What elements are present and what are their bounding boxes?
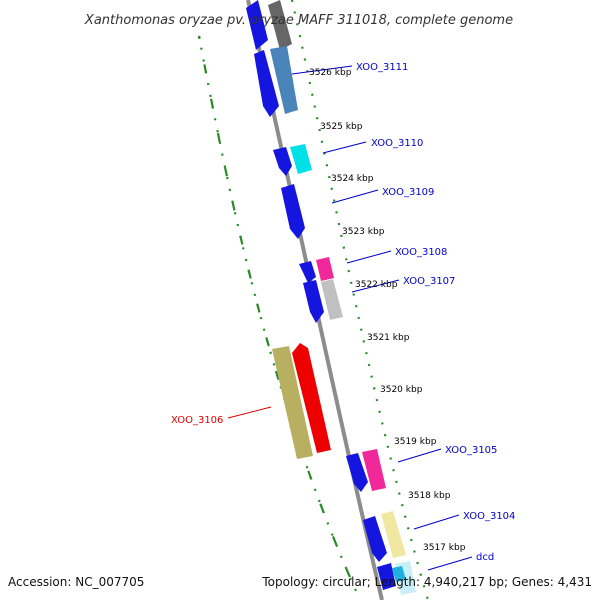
leader-xoo3105 (397, 448, 442, 463)
gene-block-xoo3107-blue[interactable] (303, 280, 324, 323)
gene-label-dcd[interactable]: dcd (476, 552, 494, 563)
gene-labels: XOO_3111 XOO_3110 XOO_3109 XOO_3108 XOO_… (171, 62, 515, 563)
topology-summary: Topology: circular; Length: 4,940,217 bp… (261, 575, 592, 589)
gene-block-xoo3108-blue[interactable] (299, 261, 316, 283)
gene-block-xoo3110-cyan[interactable] (290, 144, 312, 174)
leader-xoo3111 (291, 65, 353, 75)
leader-xoo3110 (322, 141, 367, 154)
gene-block-xoo3105-pink[interactable] (362, 449, 386, 491)
leader-xoo3109 (331, 189, 379, 204)
gene-block-xoo3111-steel[interactable] (270, 46, 298, 114)
tick-label-3517: 3517 kbp (423, 543, 466, 553)
leader-xoo3106 (227, 406, 272, 419)
gene-label-xoo3107[interactable]: XOO_3107 (403, 276, 455, 287)
tick-label-3518: 3518 kbp (408, 491, 451, 501)
tick-labels: 3526 kbp 3525 kbp 3524 kbp 3523 kbp 3522… (309, 68, 466, 553)
gene-blocks (246, 0, 416, 595)
leader-xoo3104 (413, 514, 460, 530)
map-title: Xanthomonas oryzae pv. oryzae MAFF 31101… (84, 13, 513, 28)
gene-label-xoo3110[interactable]: XOO_3110 (371, 138, 423, 149)
gene-block-xoo3108-pink[interactable] (316, 257, 334, 281)
leader-xoo3107 (351, 279, 400, 293)
label-leaders (227, 65, 473, 571)
accession-text: Accession: NC_007705 (8, 575, 144, 589)
gene-label-xoo3109[interactable]: XOO_3109 (382, 187, 434, 198)
gene-label-xoo3106[interactable]: XOO_3106 (171, 415, 223, 426)
tick-label-3525: 3525 kbp (320, 122, 363, 132)
gene-block-xoo3106-red[interactable] (292, 343, 331, 453)
gene-block-xoo3107-grey[interactable] (321, 279, 343, 320)
gene-block-top-grey[interactable] (268, 0, 292, 50)
gc-skew-track-left-long (197, 35, 362, 600)
tick-label-3522: 3522 kbp (355, 280, 398, 290)
tick-label-3521: 3521 kbp (367, 333, 410, 343)
tick-label-3519: 3519 kbp (394, 437, 437, 447)
tick-label-3523: 3523 kbp (342, 227, 385, 237)
tick-label-3520: 3520 kbp (380, 385, 423, 395)
gene-block-top-blue[interactable] (246, 0, 268, 50)
leader-xoo3108 (346, 250, 392, 264)
gene-block-xoo3104-yellow[interactable] (381, 511, 406, 558)
gene-block-xoo3105-blue[interactable] (346, 453, 368, 492)
gene-label-xoo3111[interactable]: XOO_3111 (356, 62, 408, 73)
tick-label-3524: 3524 kbp (331, 174, 374, 184)
gene-block-dcd-blue[interactable] (377, 563, 396, 590)
tick-label-3526: 3526 kbp (309, 68, 352, 78)
gene-label-xoo3108[interactable]: XOO_3108 (395, 247, 447, 258)
gene-block-dcd-cyan[interactable] (392, 566, 406, 582)
gene-block-xoo3110-blue[interactable] (273, 147, 292, 176)
gene-block-xoo3106-olive[interactable] (272, 346, 313, 459)
gene-block-xoo3104-blue[interactable] (363, 516, 387, 562)
gene-label-xoo3104[interactable]: XOO_3104 (463, 511, 515, 522)
leader-dcd (427, 556, 473, 571)
gene-block-xoo3111-blue[interactable] (254, 50, 279, 117)
gene-label-xoo3105[interactable]: XOO_3105 (445, 445, 497, 456)
gene-block-xoo3109-blue[interactable] (281, 184, 305, 239)
